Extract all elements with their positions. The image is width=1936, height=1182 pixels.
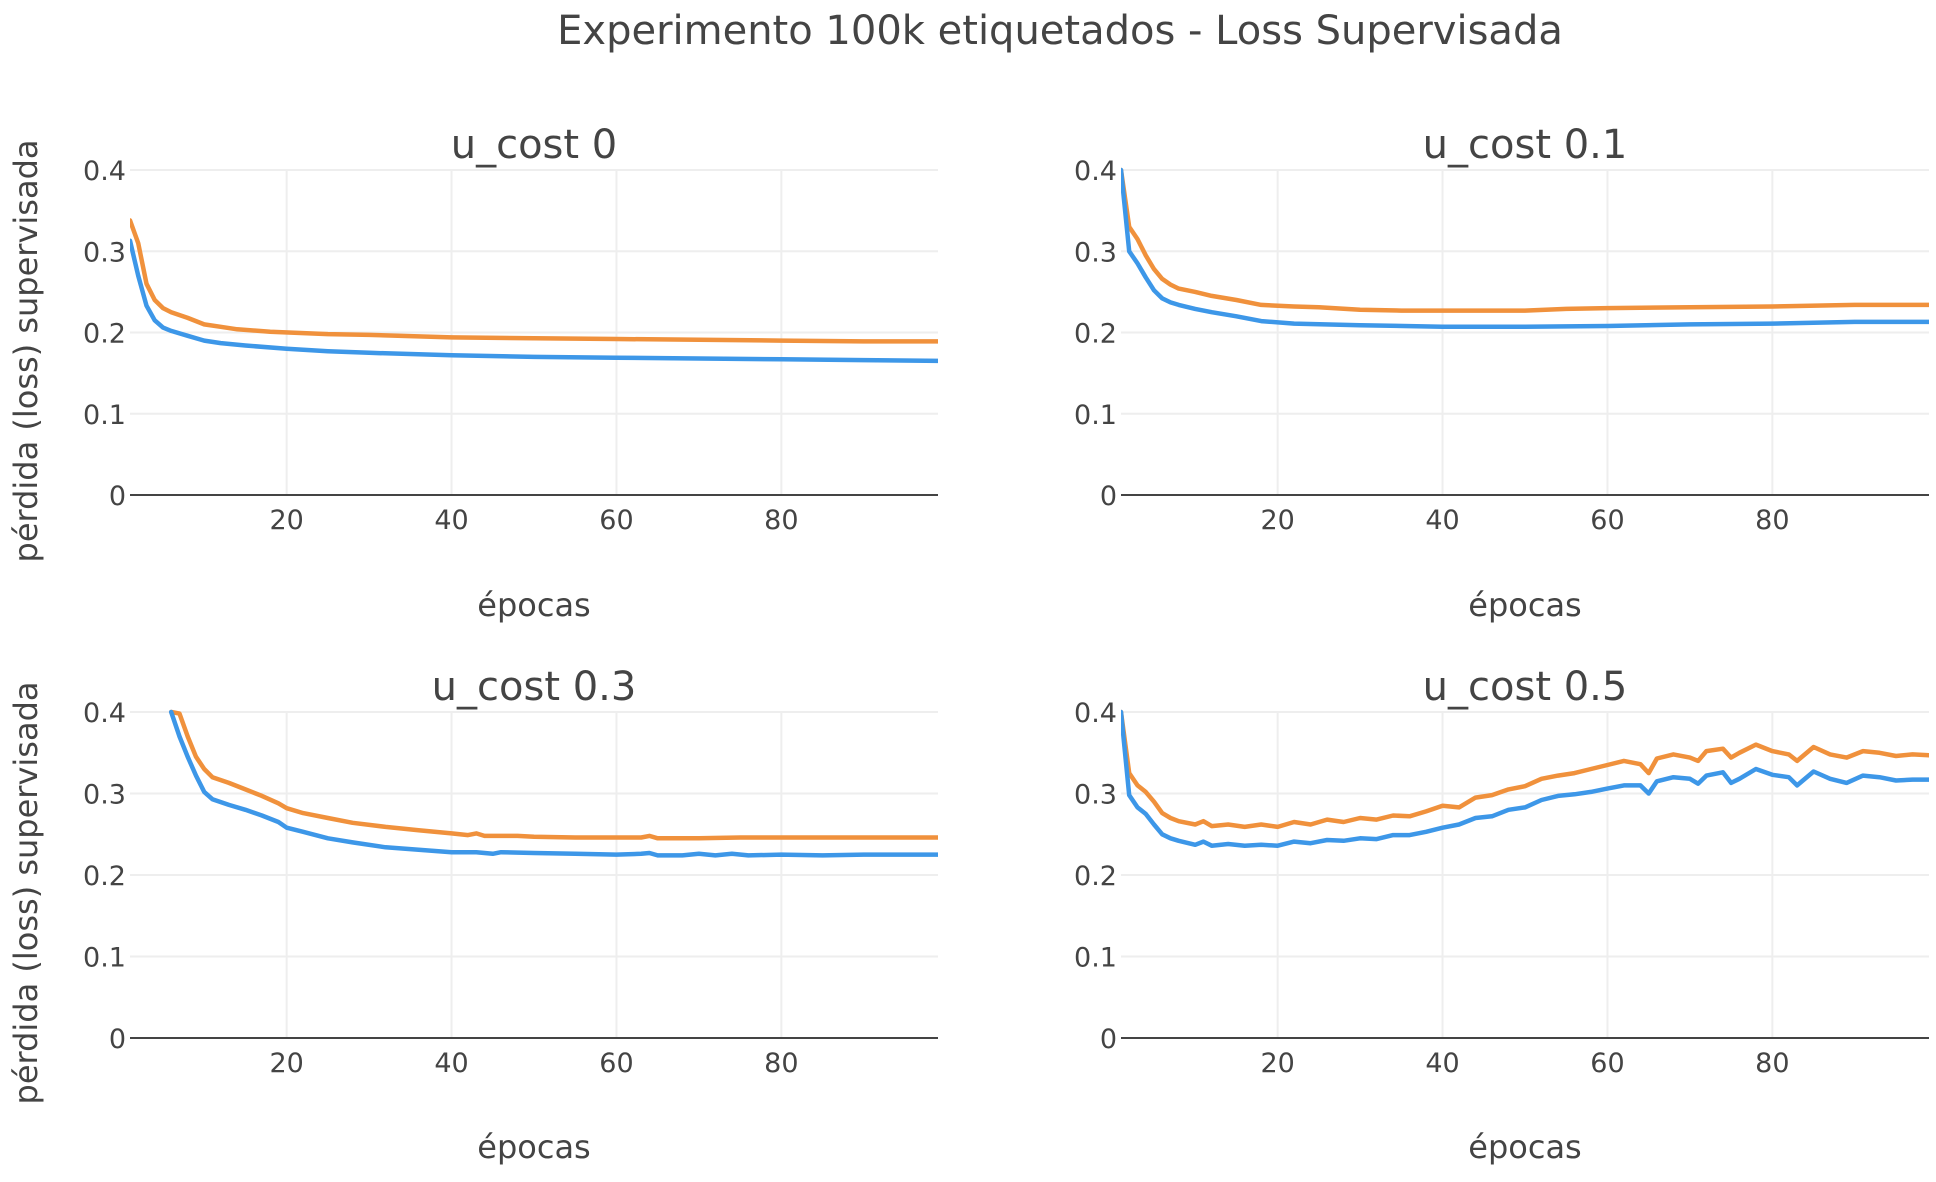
subplot-title: u_cost 0.5 (1423, 664, 1628, 710)
panel-4: 0 0.1 0.2 0.3 0.4 20 40 60 80 u_cost 0.5 épocas (1074, 664, 1929, 1166)
x-tick-label: 80 (1755, 505, 1789, 536)
y-tick-label: 0.3 (1074, 780, 1117, 811)
series-group (168, 709, 938, 858)
x-tick-label: 40 (1425, 505, 1459, 536)
x-axis-title: épocas (1468, 1128, 1581, 1166)
x-tick-label: 80 (1755, 1048, 1789, 1079)
panel-2: 0 0.1 0.2 0.3 0.4 20 40 60 80 u_cost 0.1 épocas (1074, 122, 1929, 624)
y-tick-label: 0.1 (1074, 400, 1117, 431)
panel-1: 0 0.1 0.2 0.3 0.4 20 40 60 80 u_cost 0 épocas pérdi… (7, 122, 938, 624)
y-tick-label: 0.4 (1074, 156, 1117, 187)
x-axis-title: épocas (1468, 586, 1581, 624)
x-axis-title: épocas (477, 1128, 590, 1166)
y-tick-label: 0.1 (1074, 943, 1117, 974)
y-tick-label: 0.3 (1074, 237, 1117, 268)
y-tick-label: 0.4 (83, 156, 126, 187)
y-tick-label: 0.1 (83, 943, 126, 974)
series-line-2 (1121, 167, 1929, 330)
y-tick-label: 0.3 (83, 237, 126, 268)
x-tick-label: 20 (269, 1048, 303, 1079)
x-tick-label: 60 (1590, 1048, 1624, 1079)
x-tick-label: 40 (434, 1048, 468, 1079)
y-tick-label: 0 (109, 481, 126, 512)
x-tick-label: 60 (599, 1048, 633, 1079)
series-group (130, 218, 938, 364)
series-group (1121, 167, 1929, 330)
y-tick-label: 0.1 (83, 400, 126, 431)
series-line-1 (1121, 167, 1929, 313)
subplot-title: u_cost 0 (451, 122, 618, 168)
y-tick-label: 0 (1100, 481, 1117, 512)
series-line-2 (1121, 709, 1929, 848)
y-tick-label: 0.4 (83, 698, 126, 729)
y-axis-title: pérdida (loss) supervisada (7, 682, 45, 1105)
x-tick-label: 20 (269, 505, 303, 536)
series-line-1 (1121, 709, 1929, 830)
y-tick-label: 0 (109, 1024, 126, 1055)
y-axis-title: pérdida (loss) supervisada (7, 140, 45, 563)
x-axis-title: épocas (477, 586, 590, 624)
series-group (1121, 709, 1929, 848)
y-tick-label: 0 (1100, 1024, 1117, 1055)
panel-3: 0 0.1 0.2 0.3 0.4 20 40 60 80 u_cost 0.3 épocas pér… (7, 664, 938, 1166)
series-line-2 (130, 238, 938, 364)
x-tick-label: 20 (1260, 1048, 1294, 1079)
y-tick-label: 0.2 (1074, 861, 1117, 892)
figure-title: Experimento 100k etiquetados - Loss Supe… (557, 8, 1563, 54)
x-tick-label: 80 (764, 1048, 798, 1079)
series-line-1 (130, 218, 938, 344)
y-tick-label: 0.2 (83, 861, 126, 892)
y-tick-label: 0.2 (83, 319, 126, 350)
x-tick-label: 40 (434, 505, 468, 536)
series-line-2 (168, 709, 938, 858)
x-tick-label: 60 (1590, 505, 1624, 536)
subplot-title: u_cost 0.1 (1423, 122, 1628, 168)
series-line-1 (168, 709, 938, 841)
y-tick-label: 0.2 (1074, 319, 1117, 350)
x-tick-label: 20 (1260, 505, 1294, 536)
x-tick-label: 60 (599, 505, 633, 536)
x-tick-label: 80 (764, 505, 798, 536)
x-tick-label: 40 (1425, 1048, 1459, 1079)
y-tick-label: 0.3 (83, 780, 126, 811)
subplot-title: u_cost 0.3 (432, 664, 637, 710)
y-tick-label: 0.4 (1074, 698, 1117, 729)
